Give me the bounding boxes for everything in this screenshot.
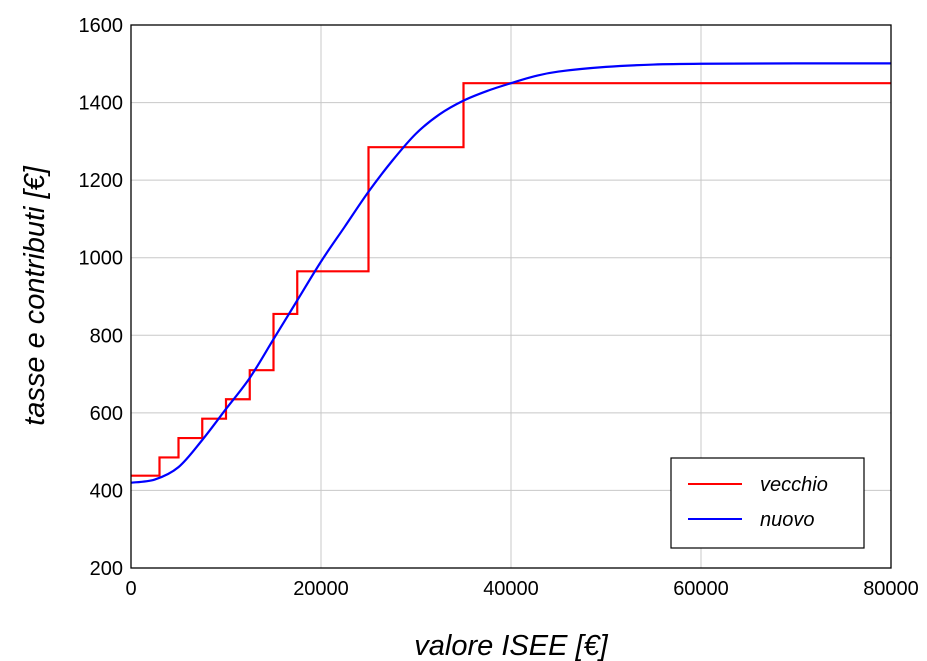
x-axis-title: valore ISEE [€] [414, 630, 608, 661]
series-line-vecchio [131, 82, 891, 477]
y-tick-label: 1600 [79, 15, 124, 37]
y-tick-label: 1400 [79, 93, 124, 115]
x-tick-label: 80000 [863, 578, 919, 600]
legend-label-vecchio: vecchio [760, 474, 828, 496]
tick-labels: 0 20000 40000 60000 80000 200 400 600 800 1000 120… [79, 15, 919, 600]
y-tick-label: 1000 [79, 248, 124, 270]
x-tick-label: 0 [125, 578, 136, 600]
grid [131, 25, 891, 568]
y-tick-label: 600 [90, 403, 123, 425]
y-tick-label: 800 [90, 325, 123, 347]
y-tick-label: 1200 [79, 170, 124, 192]
series-line-nuovo [130, 62, 892, 484]
y-axis-title: tasse e contributi [€] [19, 165, 51, 425]
x-tick-label: 20000 [293, 578, 349, 600]
y-tick-label: 400 [90, 480, 123, 502]
x-tick-label: 60000 [673, 578, 729, 600]
y-tick-label: 200 [90, 558, 123, 580]
legend-box [670, 457, 865, 549]
legend-label-nuovo: nuovo [760, 509, 815, 531]
x-tick-label: 40000 [483, 578, 539, 600]
series-group [130, 62, 892, 484]
legend: vecchio nuovo [670, 457, 865, 549]
plot-frame [130, 24, 892, 569]
